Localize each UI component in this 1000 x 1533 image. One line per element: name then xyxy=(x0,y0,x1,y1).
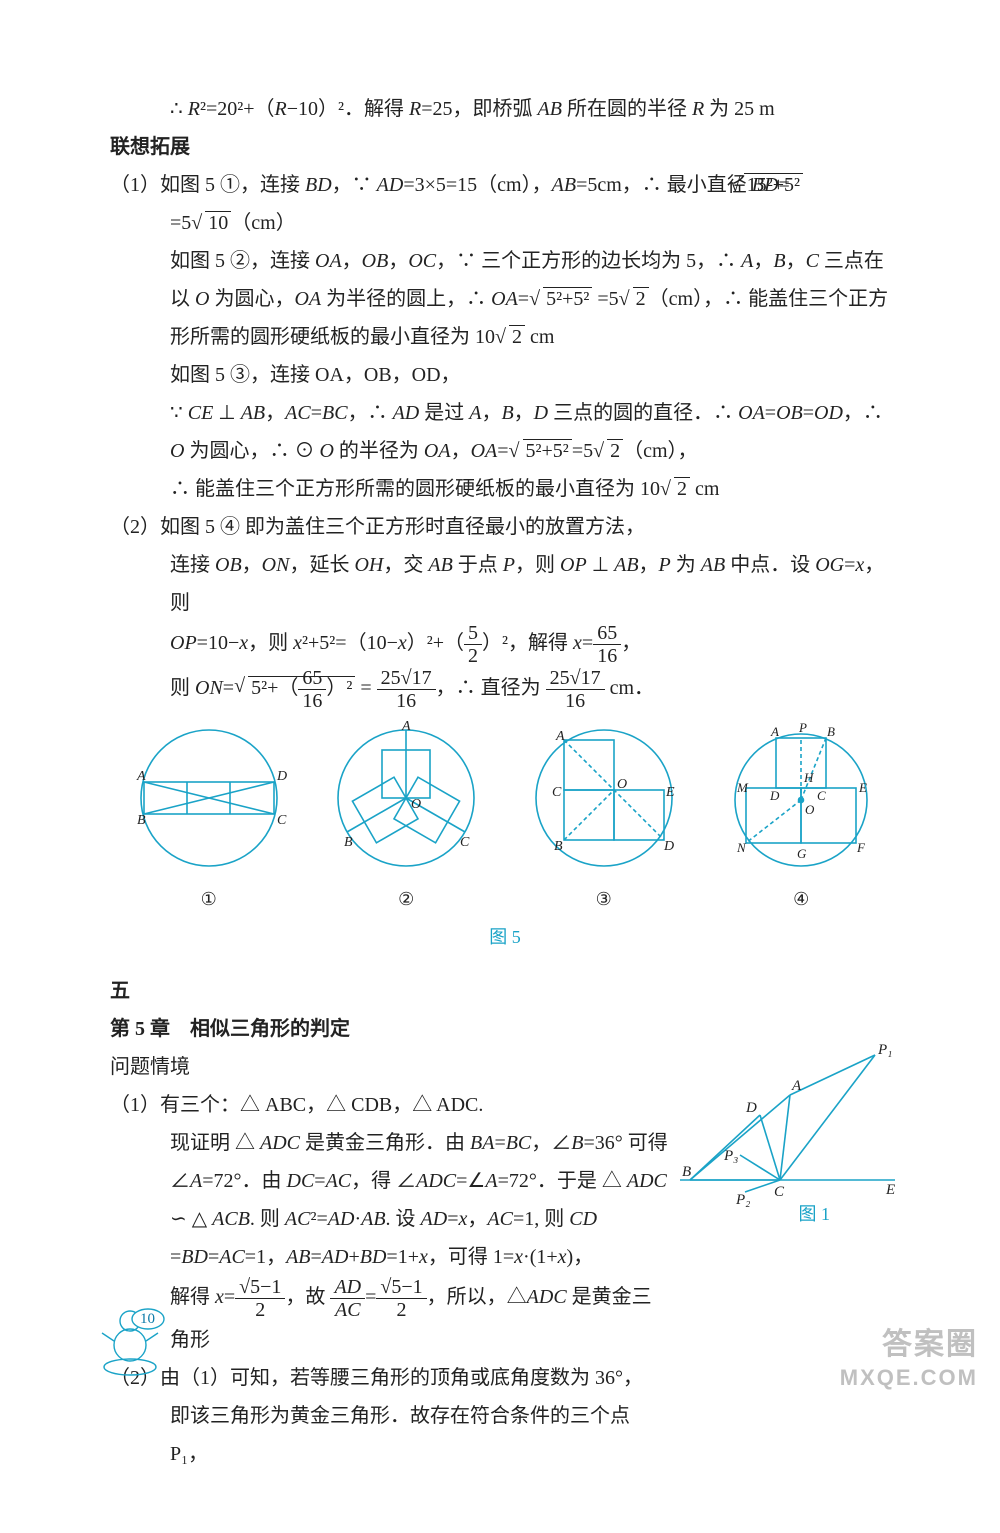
svg-text:H: H xyxy=(803,770,814,785)
svg-text:O: O xyxy=(805,802,815,817)
fig5-2: A B C O xyxy=(326,718,486,878)
svg-text:E: E xyxy=(665,785,675,800)
fig5-label-4: ④ xyxy=(721,882,881,916)
watermark: 答案圈 MXQE.COM xyxy=(840,1325,978,1393)
svg-text:A: A xyxy=(770,724,779,739)
svg-text:D: D xyxy=(769,788,780,803)
svg-text:F: F xyxy=(856,840,866,855)
fig5-4: A P B M H E D C O N G F xyxy=(721,718,881,878)
fig5-label-1: ① xyxy=(129,882,289,916)
svg-text:C: C xyxy=(460,835,470,850)
p1a: （1）如图 5 ①，连接 BD，∵ AD=3×5=15（cm），AB=5cm，∴… xyxy=(110,166,900,204)
svg-text:A: A xyxy=(555,729,565,744)
svg-text:P₂: P₂ xyxy=(735,1192,750,1208)
svg-text:P: P xyxy=(798,720,807,735)
svg-text:C: C xyxy=(552,785,562,800)
svg-text:A: A xyxy=(136,769,146,784)
p1c: 如图 5 ③，连接 OA，OB，OD， xyxy=(170,356,900,394)
p1e: ∴ 能盖住三个正方形所需的圆形硬纸板的最小直径为 102 cm xyxy=(170,470,900,508)
section-5: 五 xyxy=(110,972,900,1010)
figure1: B C A P₁ D P₃ P₂ E xyxy=(670,1040,900,1210)
svg-text:D: D xyxy=(745,1100,757,1116)
svg-text:O: O xyxy=(617,777,627,792)
watermark-line1: 答案圈 xyxy=(840,1325,978,1364)
heading-lianxiang: 联想拓展 xyxy=(110,128,900,166)
p1d: ∵ CE ⊥ AB，AC=BC，∴ AD 是过 A，B，D 三点的圆的直径．∴ … xyxy=(170,394,900,470)
svg-text:B: B xyxy=(137,813,146,828)
fig1-caption: 图 1 xyxy=(799,1200,831,1226)
q2b: 即该三角形为黄金三角形．故存在符合条件的三个点 P₁， xyxy=(170,1397,900,1473)
svg-text:O: O xyxy=(411,797,421,812)
fig5-3: A C O E B D xyxy=(524,718,684,878)
figure5-row: A D B C ① xyxy=(110,718,900,916)
p2c: OP=10−x，则 x²+5²=（10−x）²+（52）²，解得 x=6516， xyxy=(170,622,900,667)
svg-text:C: C xyxy=(774,1184,785,1200)
fig5-1: A D B C xyxy=(129,718,289,878)
fig5-caption: 图 5 xyxy=(110,920,900,954)
svg-text:N: N xyxy=(736,840,747,855)
p1b: 如图 5 ②，连接 OA，OB，OC，∵ 三个正方形的边长均为 5，∴ A，B，… xyxy=(170,242,900,356)
line-r-eq: ∴ R²=20²+（R−10）²．解得 R=25，即桥弧 AB 所在圆的半径 R… xyxy=(170,90,900,128)
svg-text:G: G xyxy=(797,846,807,861)
svg-text:B: B xyxy=(682,1164,691,1180)
svg-text:C: C xyxy=(817,788,826,803)
fig5-label-3: ③ xyxy=(524,882,684,916)
svg-text:M: M xyxy=(736,780,749,795)
svg-text:A: A xyxy=(401,719,411,734)
fig5-label-2: ② xyxy=(326,882,486,916)
p2a: （2）如图 5 ④ 即为盖住三个正方形时直径最小的放置方法， xyxy=(110,508,900,546)
svg-text:P₃: P₃ xyxy=(723,1148,738,1164)
svg-text:B: B xyxy=(344,835,353,850)
svg-text:B: B xyxy=(554,839,563,854)
page-foot: 10 xyxy=(100,1301,160,1371)
svg-text:E: E xyxy=(858,780,867,795)
svg-text:P₁: P₁ xyxy=(877,1042,892,1058)
svg-text:D: D xyxy=(276,769,287,784)
svg-text:10: 10 xyxy=(140,1311,155,1327)
svg-text:C: C xyxy=(277,813,287,828)
p2b: 连接 OB，ON，延长 OH，交 AB 于点 P，则 OP ⊥ AB，P 为 A… xyxy=(170,546,900,622)
svg-text:E: E xyxy=(885,1182,895,1198)
svg-text:D: D xyxy=(663,839,674,854)
q1d: 角形 xyxy=(170,1321,900,1359)
q2a: （2）由（1）可知，若等腰三角形的顶角或底角度数为 36°， xyxy=(110,1359,900,1397)
q1c: 解得 x=√5−12，故 ADAC=√5−12，所以，△ADC 是黄金三 xyxy=(170,1276,900,1321)
watermark-line2: MXQE.COM xyxy=(840,1364,978,1393)
svg-text:A: A xyxy=(791,1078,802,1094)
p1a2: =510（cm） xyxy=(170,204,900,242)
p2d: 则 ON=5²+（6516）² = 25√1716，∴ 直径为 25√1716 … xyxy=(170,667,900,712)
svg-text:B: B xyxy=(827,724,835,739)
